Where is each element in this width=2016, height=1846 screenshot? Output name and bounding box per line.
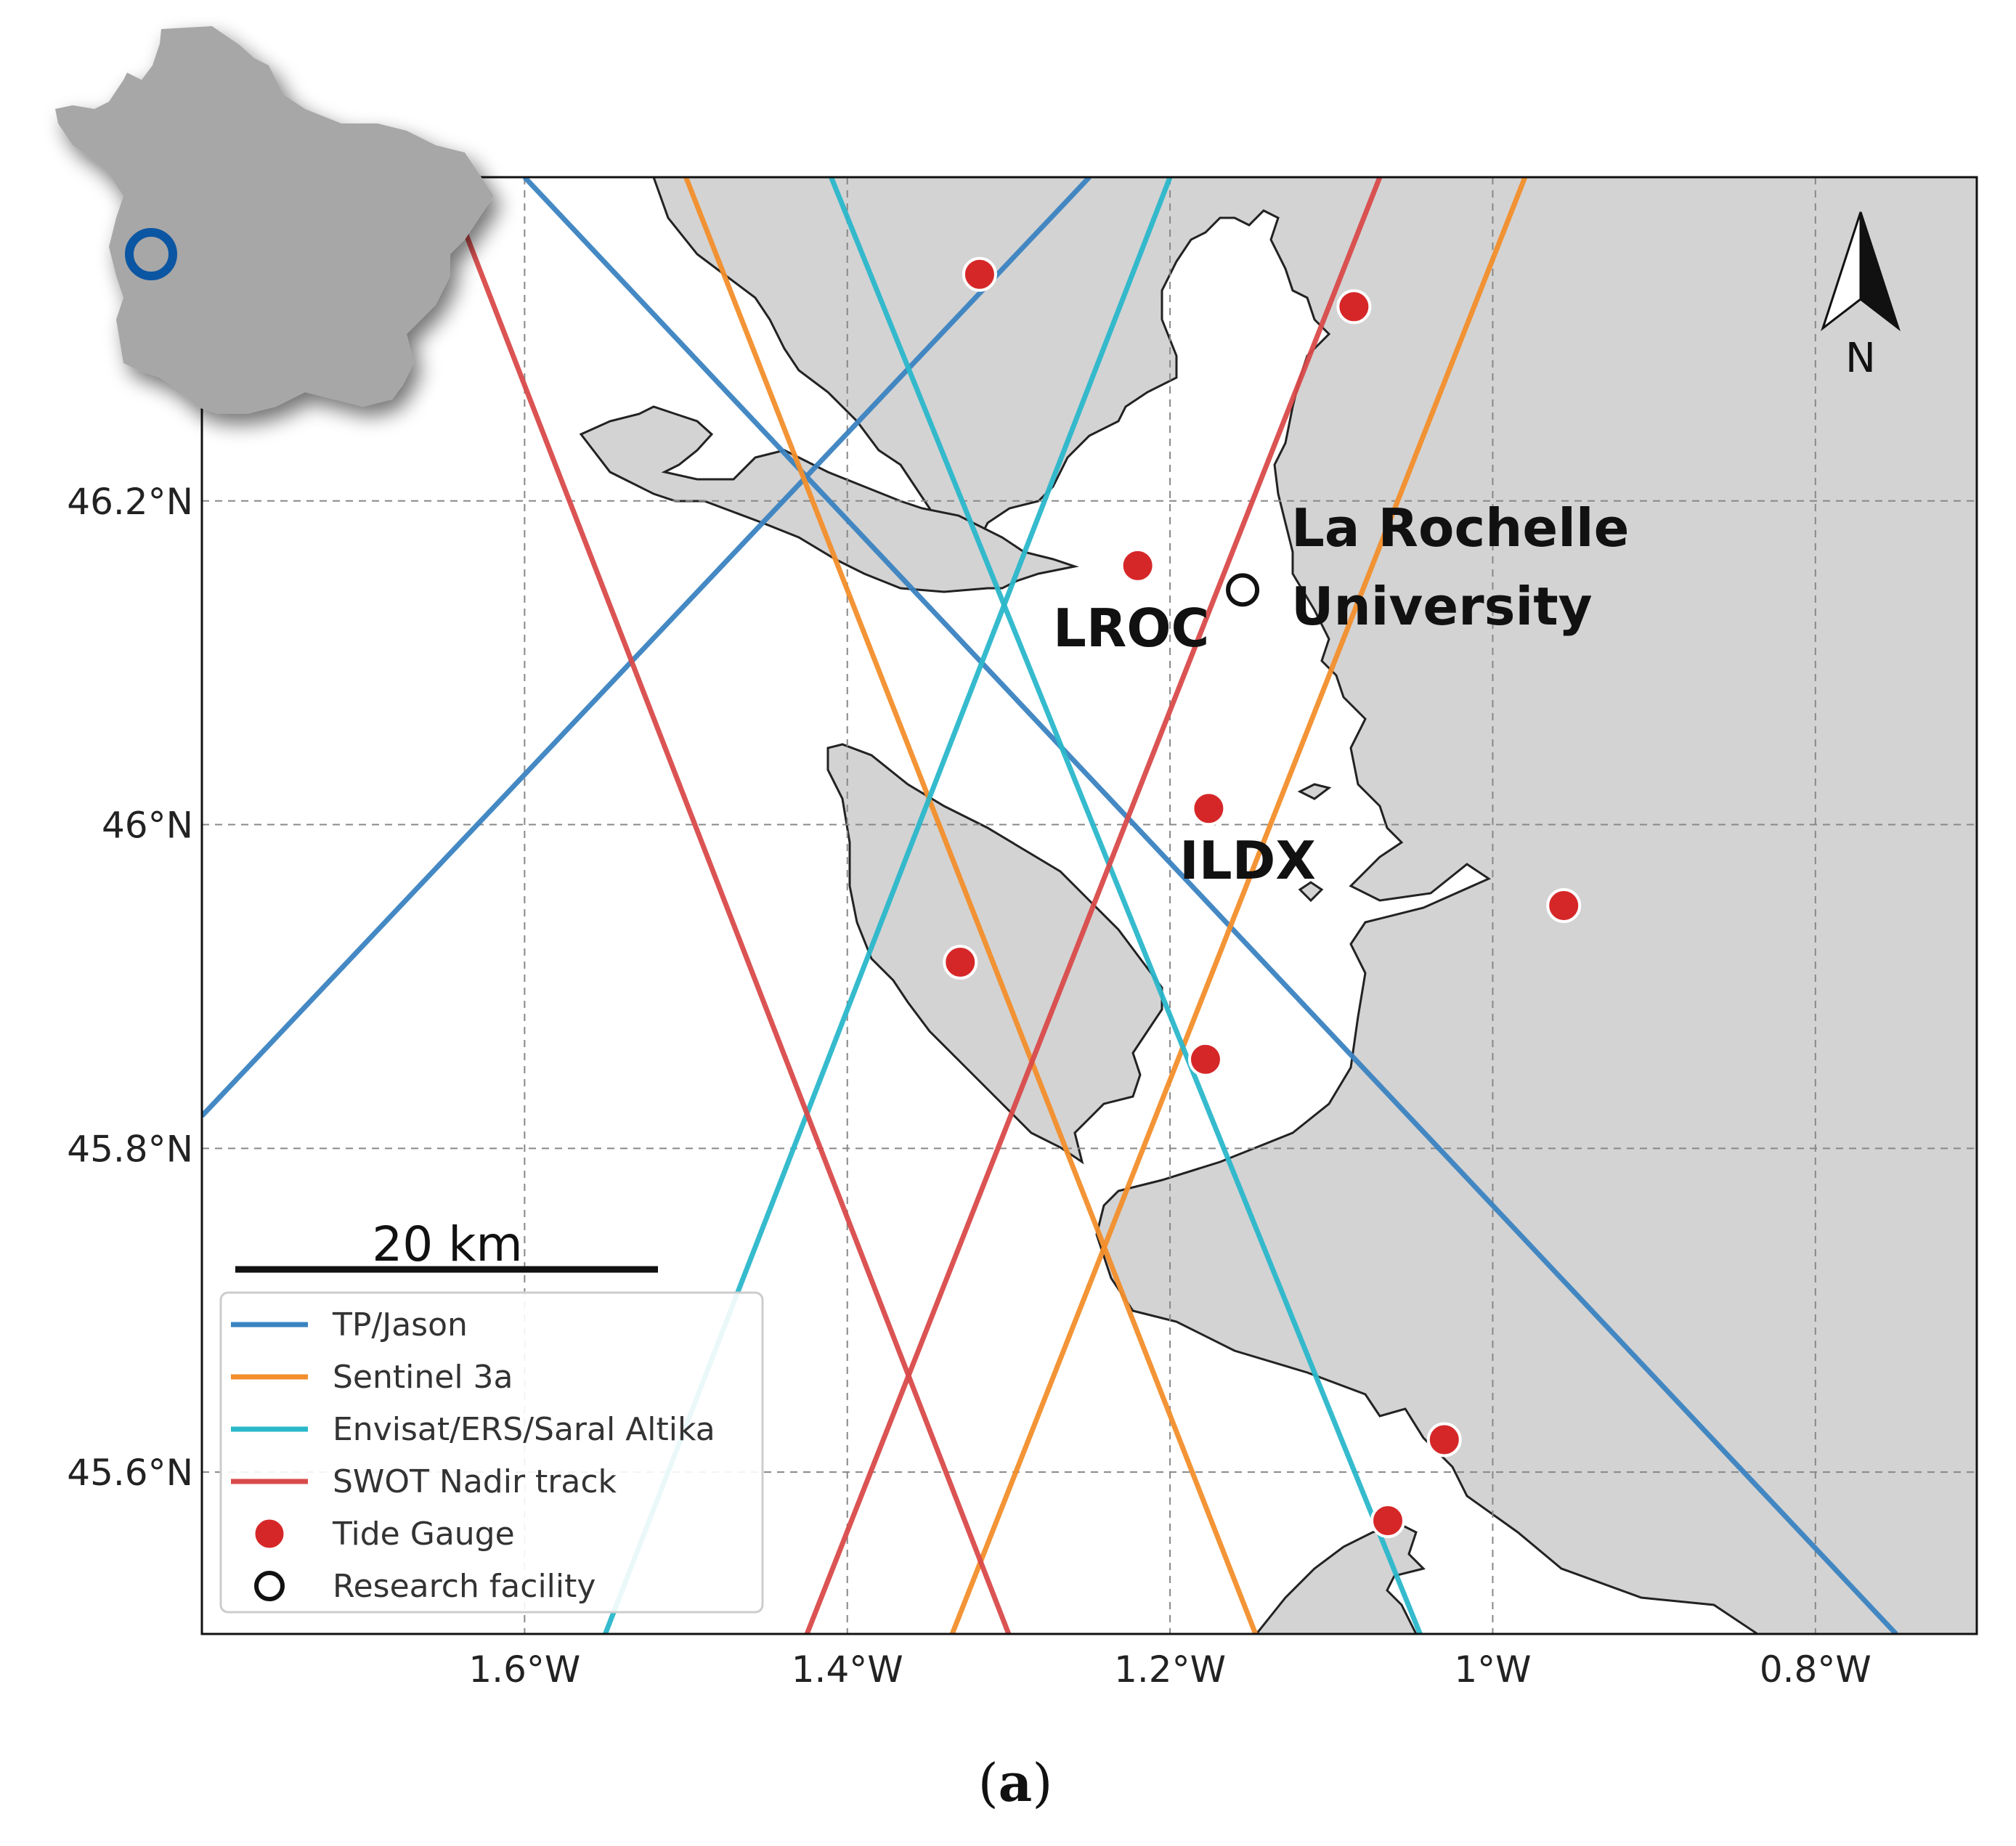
- ile-madame-land: [1298, 881, 1324, 903]
- label-la-rochelle-line2: University: [1291, 576, 1593, 637]
- inset-france: [55, 26, 494, 414]
- track-line-sentinel-3a: [683, 177, 1259, 1634]
- y-tick-label: 45.6°N: [67, 1452, 193, 1494]
- x-tick-label: 1°W: [1454, 1648, 1531, 1691]
- legend: TP/Jason Sentinel 3a Envisat/ERS/Saral Alt…: [219, 1291, 764, 1614]
- scale-bar-label: 20 km: [372, 1216, 522, 1272]
- tide-gauges: [943, 256, 1582, 1538]
- legend-item-label: Envisat/ERS/Saral Altika: [333, 1411, 715, 1448]
- track-line-envisat-ers-saral-altika: [829, 177, 1423, 1634]
- axes-frame: [200, 176, 1978, 1635]
- label-la-rochelle-line1: La Rochelle: [1291, 497, 1629, 558]
- tide-gauge-marker: [1191, 791, 1227, 826]
- axis-ticks: 1.6°W 1.4°W 1.2°W 1°W 0.8°W 46.2°N 46°N 45.8°N 4…: [67, 481, 1871, 1691]
- legend-dot-swatch: [253, 1517, 286, 1550]
- tide-gauge-marker: [1426, 1422, 1462, 1457]
- france-outline: [55, 26, 494, 414]
- x-tick-label: 1.6°W: [468, 1648, 580, 1691]
- gironde-south-land: [1255, 1524, 1426, 1634]
- y-tick-label: 46°N: [102, 805, 193, 847]
- track-line-swot-nadir-track: [804, 177, 1383, 1634]
- track-line-tp-jason: [522, 177, 1898, 1634]
- research-facility-marker: [1226, 573, 1260, 607]
- north-label: N: [1845, 335, 1876, 382]
- track-line-sentinel-3a: [949, 177, 1528, 1634]
- x-tick-label: 0.8°W: [1760, 1648, 1871, 1691]
- legend-circle-swatch: [254, 1571, 285, 1601]
- tide-gauge-marker: [1546, 888, 1582, 923]
- legend-box: [219, 1291, 764, 1614]
- y-tick-label: 46.2°N: [67, 481, 193, 523]
- legend-item-label: SWOT Nadir track: [333, 1463, 617, 1500]
- x-tick-label: 1.4°W: [792, 1648, 903, 1691]
- y-tick-label: 45.8°N: [67, 1128, 193, 1170]
- legend-item-label: Sentinel 3a: [333, 1359, 513, 1396]
- location-marker-icon: [125, 228, 177, 280]
- figure-caption: (a): [978, 1752, 1053, 1813]
- north-arrow-icon: N: [1821, 211, 1901, 382]
- legend-item-label: Research facility: [333, 1568, 596, 1605]
- grid-lines: [202, 177, 1977, 1634]
- legend-item-label: Tide Gauge: [332, 1516, 515, 1553]
- map-axes: La Rochelle University LROC ILDX N 20 km…: [67, 176, 1978, 1691]
- scale-bar: 20 km: [235, 1216, 658, 1273]
- research-facilities: [1226, 573, 1260, 607]
- track-line-swot-nadir-track: [442, 177, 1012, 1634]
- x-tick-label: 1.2°W: [1114, 1648, 1226, 1691]
- tide-gauge-marker: [962, 256, 997, 292]
- track-line-tp-jason: [202, 177, 1092, 1118]
- tide-gauge-marker: [1120, 548, 1155, 583]
- tide-gauge-marker: [1336, 289, 1372, 325]
- tide-gauge-marker: [943, 945, 978, 980]
- tide-gauge-marker: [1187, 1041, 1223, 1077]
- label-lroc: LROC: [1053, 598, 1209, 659]
- tide-gauge-marker: [1370, 1503, 1406, 1538]
- ile-aix-land: [1297, 783, 1332, 800]
- legend-item-label: TP/Jason: [332, 1306, 468, 1343]
- label-ildx: ILDX: [1179, 830, 1316, 891]
